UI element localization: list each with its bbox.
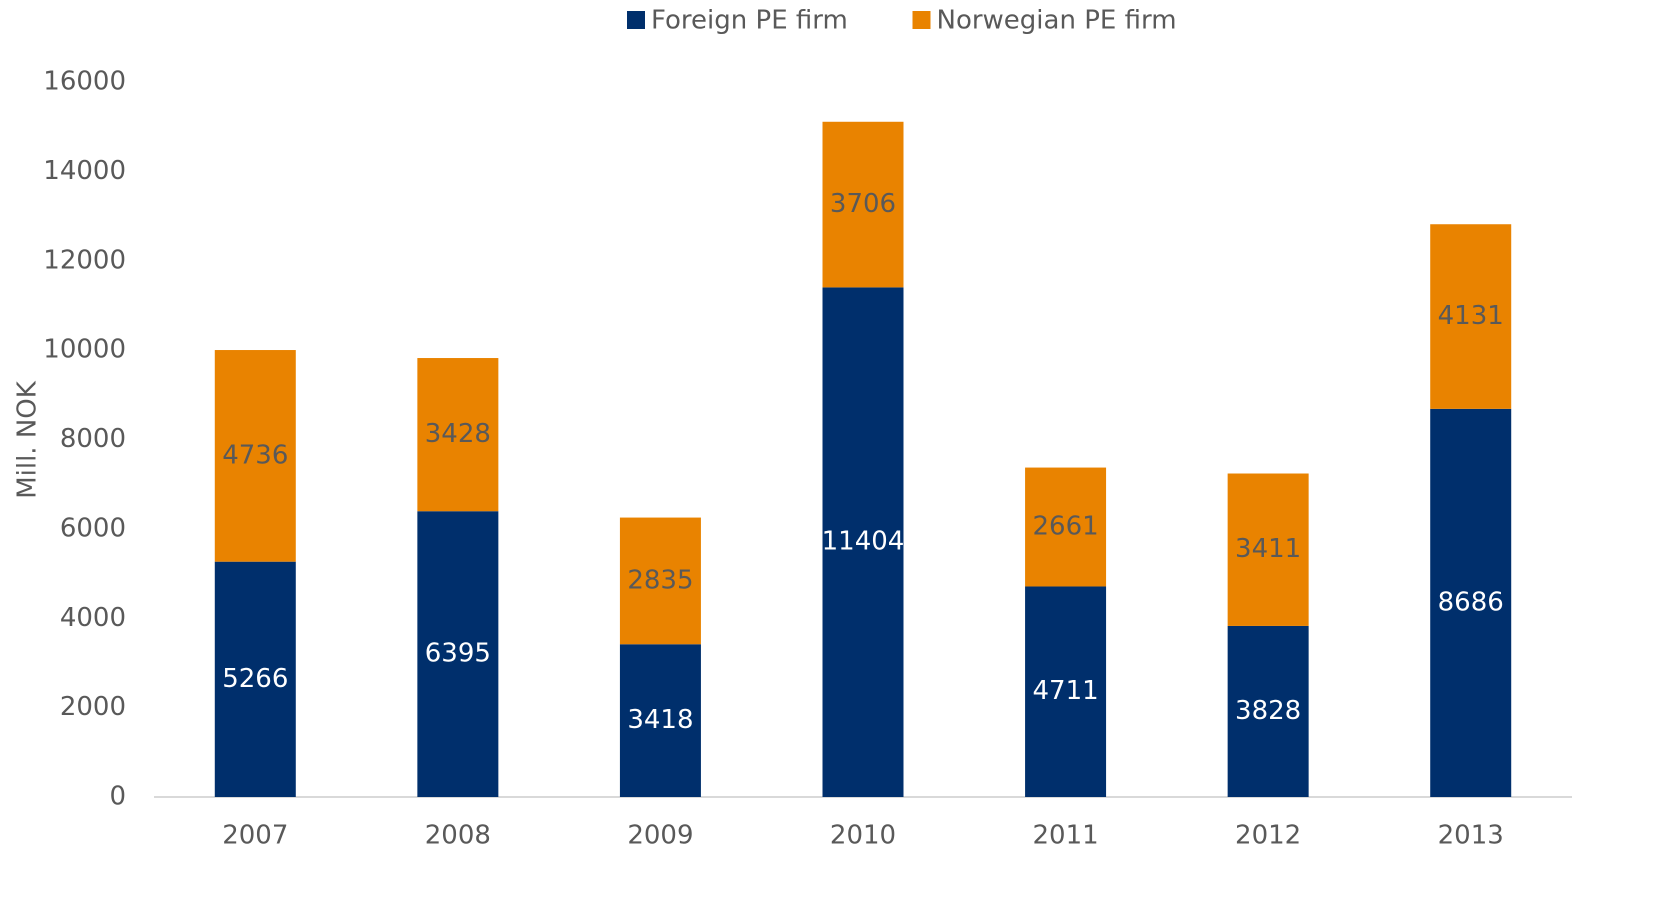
bar-segment — [1430, 408, 1512, 797]
bar-segment — [1227, 625, 1309, 797]
x-tick-label: 2011 — [1032, 821, 1098, 851]
y-tick-label: 6000 — [60, 513, 126, 543]
data-label: 3828 — [1235, 696, 1301, 726]
data-label: 4711 — [1032, 676, 1098, 706]
y-tick-label: 14000 — [43, 156, 126, 186]
x-tick-label: 2013 — [1438, 821, 1504, 851]
legend-swatch — [627, 11, 645, 29]
data-label: 11404 — [822, 527, 905, 557]
bar-segment — [1227, 473, 1309, 626]
bar-segment — [417, 511, 499, 797]
legend-label: Foreign PE firm — [651, 6, 848, 36]
y-axis-label: Mill. NOK — [13, 380, 43, 499]
bar-segment — [822, 287, 904, 797]
data-label: 3411 — [1235, 534, 1301, 564]
data-label: 6395 — [425, 639, 491, 669]
legend-label: Norwegian PE firm — [937, 6, 1177, 36]
bar-segment — [417, 358, 499, 512]
data-label: 2835 — [627, 565, 693, 595]
x-tick-label: 2007 — [222, 821, 288, 851]
bar-segment — [214, 561, 296, 797]
x-tick-label: 2008 — [425, 821, 491, 851]
x-tick-label: 2009 — [627, 821, 693, 851]
data-label: 3706 — [830, 189, 896, 219]
data-label: 5266 — [222, 664, 288, 694]
data-label: 3418 — [627, 705, 693, 735]
legend-swatch — [912, 11, 931, 29]
bar-segment — [619, 644, 701, 797]
bar-segment — [619, 517, 701, 645]
y-tick-label: 2000 — [60, 692, 126, 722]
y-tick-label: 0 — [109, 782, 126, 812]
y-tick-label: 16000 — [43, 67, 126, 97]
bar-segment — [214, 350, 296, 562]
y-tick-label: 12000 — [43, 245, 126, 275]
data-label: 8686 — [1438, 587, 1504, 617]
y-tick-label: 10000 — [43, 335, 126, 365]
bar-segment — [1025, 586, 1107, 797]
data-label: 4736 — [222, 440, 288, 470]
bar-segment — [1430, 224, 1512, 409]
data-label: 2661 — [1032, 512, 1098, 542]
data-label: 4131 — [1438, 301, 1504, 331]
bar-segment — [822, 121, 904, 288]
data-label: 3428 — [425, 419, 491, 449]
bar-segment — [1025, 467, 1107, 587]
y-tick-label: 4000 — [60, 603, 126, 633]
y-tick-label: 8000 — [60, 424, 126, 454]
x-tick-label: 2010 — [830, 821, 896, 851]
x-tick-label: 2012 — [1235, 821, 1301, 851]
